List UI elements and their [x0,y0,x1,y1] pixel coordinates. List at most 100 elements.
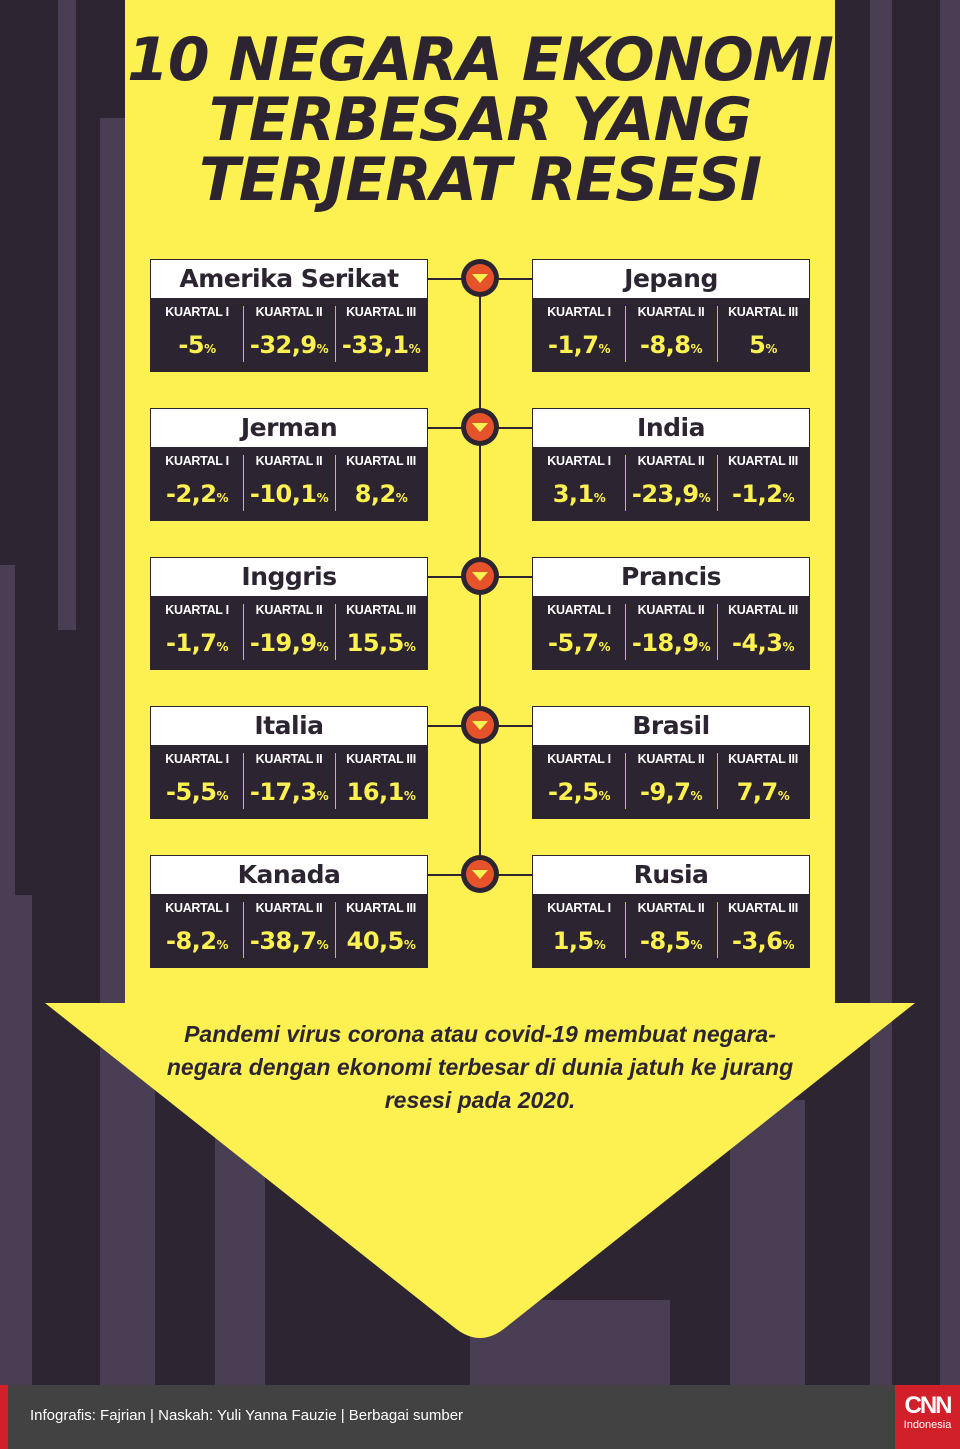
quarter-label: KUARTAL II [255,603,323,617]
quarter-label: KUARTAL II [637,305,705,319]
page-title: 10 NEGARA EKONOMI TERBESAR YANG TERJERAT… [127,25,834,215]
quarter-value: 15,5% [346,629,416,657]
quarter-value: -8,5% [639,927,702,955]
quarter-value: -4,3% [731,629,794,657]
quarter-column: KUARTAL I -5% [151,298,243,372]
quarter-label: KUARTAL III [346,901,416,915]
quarter-column: KUARTAL I 1,5% [533,894,625,968]
country-card: Prancis KUARTAL I -5,7% KUARTAL II -18,9% KUA… [532,557,810,670]
quarter-label: KUARTAL I [165,901,229,915]
quarter-column: KUARTAL I -5,5% [151,745,243,819]
country-name: Brasil [533,707,809,745]
quarter-column: KUARTAL II -8,8% [625,298,717,372]
quarter-value: 7,7% [736,778,790,806]
quarter-value: -8,2% [165,927,228,955]
quarter-column: KUARTAL III -1,2% [717,447,809,521]
quarter-column: KUARTAL II -32,9% [243,298,335,372]
quarter-column: KUARTAL III -33,1% [335,298,427,372]
quarter-value: 5% [749,331,777,359]
country-name: Jerman [151,409,427,447]
quarter-value: 1,5% [552,927,606,955]
quarter-values: KUARTAL I -5% KUARTAL II -32,9% KUARTAL III -… [151,298,427,372]
footer-credit: Infografis: Fajrian | Naskah: Yuli Yanna… [30,1407,464,1424]
quarter-column: KUARTAL I 3,1% [533,447,625,521]
country-name: Kanada [151,856,427,894]
quarter-value: -1,7% [165,629,228,657]
quarter-value: -38,7% [249,927,329,955]
country-card: Rusia KUARTAL I 1,5% KUARTAL II -8,5% KUARTAL… [532,855,810,968]
quarter-value: 3,1% [552,480,606,508]
quarter-column: KUARTAL II -19,9% [243,596,335,670]
background-bar [940,0,960,1390]
quarter-label: KUARTAL II [255,901,323,915]
quarter-column: KUARTAL II -8,5% [625,894,717,968]
background-bar [0,565,15,1385]
quarter-label: KUARTAL III [346,603,416,617]
country-name: Inggris [151,558,427,596]
quarter-column: KUARTAL III 7,7% [717,745,809,819]
quarter-label: KUARTAL I [547,603,611,617]
quarter-value: -10,1% [249,480,329,508]
quarter-value: -23,9% [631,480,711,508]
quarter-value: -2,5% [547,778,610,806]
country-name: Prancis [533,558,809,596]
quarter-value: -1,7% [547,331,610,359]
quarter-label: KUARTAL III [728,752,798,766]
background-bar [58,0,76,630]
chevron-down-icon [461,855,499,893]
quarter-value: -19,9% [249,629,329,657]
quarter-label: KUARTAL II [637,454,705,468]
quarter-column: KUARTAL III 15,5% [335,596,427,670]
footer: Infografis: Fajrian | Naskah: Yuli Yanna… [0,1385,960,1449]
quarter-value: -17,3% [249,778,329,806]
quarter-label: KUARTAL II [637,752,705,766]
country-card: Amerika Serikat KUARTAL I -5% KUARTAL II -32… [150,259,428,372]
quarter-column: KUARTAL III 40,5% [335,894,427,968]
country-card: Jepang KUARTAL I -1,7% KUARTAL II -8,8% KUART… [532,259,810,372]
quarter-column: KUARTAL III -3,6% [717,894,809,968]
quarter-column: KUARTAL I -1,7% [533,298,625,372]
quarter-column: KUARTAL II -17,3% [243,745,335,819]
quarter-values: KUARTAL I -1,7% KUARTAL II -19,9% KUARTAL II… [151,596,427,670]
quarter-column: KUARTAL II -10,1% [243,447,335,521]
chevron-down-icon [461,408,499,446]
quarter-label: KUARTAL III [728,603,798,617]
chevron-down-icon [461,259,499,297]
quarter-value: -2,2% [165,480,228,508]
country-name: Italia [151,707,427,745]
quarter-column: KUARTAL II -38,7% [243,894,335,968]
background-bar [870,0,892,1390]
quarter-label: KUARTAL I [165,454,229,468]
footer-accent [0,1385,8,1449]
quarter-value: 16,1% [346,778,416,806]
quarter-label: KUARTAL III [728,305,798,319]
quarter-label: KUARTAL III [728,454,798,468]
quarter-label: KUARTAL II [255,752,323,766]
quarter-label: KUARTAL I [165,603,229,617]
quarter-values: KUARTAL I -1,7% KUARTAL II -8,8% KUARTAL III… [533,298,809,372]
chevron-down-icon [461,557,499,595]
quarter-value: -32,9% [249,331,329,359]
quarter-column: KUARTAL I -2,2% [151,447,243,521]
quarter-label: KUARTAL III [346,454,416,468]
quarter-label: KUARTAL I [547,901,611,915]
country-card: Jerman KUARTAL I -2,2% KUARTAL II -10,1% KUAR… [150,408,428,521]
quarter-label: KUARTAL I [547,752,611,766]
quarter-value: -33,1% [341,331,421,359]
country-name: Rusia [533,856,809,894]
chevron-down-icon [461,706,499,744]
quarter-column: KUARTAL III 8,2% [335,447,427,521]
quarter-value: -5,7% [547,629,610,657]
quarter-values: KUARTAL I -5,7% KUARTAL II -18,9% KUARTAL II… [533,596,809,670]
background-bar [730,1100,805,1390]
quarter-label: KUARTAL II [255,454,323,468]
quarter-column: KUARTAL I -8,2% [151,894,243,968]
quarter-label: KUARTAL III [728,901,798,915]
quarter-label: KUARTAL II [637,603,705,617]
quarter-value: -3,6% [731,927,794,955]
country-card: Brasil KUARTAL I -2,5% KUARTAL II -9,7% KUART… [532,706,810,819]
quarter-label: KUARTAL III [346,752,416,766]
quarter-label: KUARTAL II [637,901,705,915]
quarter-values: KUARTAL I -2,2% KUARTAL II -10,1% KUARTAL II… [151,447,427,521]
